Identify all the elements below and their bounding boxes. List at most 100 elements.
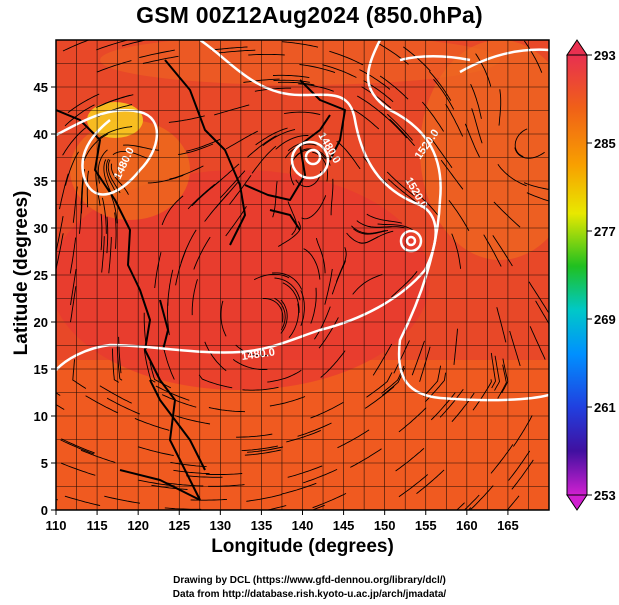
streamline	[501, 358, 509, 394]
streamline	[114, 212, 117, 249]
wind-streamlines	[56, 40, 549, 510]
streamline	[138, 446, 174, 456]
streamline	[85, 395, 118, 414]
streamline	[162, 344, 175, 380]
streamline	[241, 445, 278, 452]
streamline	[289, 152, 301, 186]
streamline	[62, 127, 87, 156]
streamline	[204, 193, 229, 222]
streamline	[523, 40, 543, 73]
streamline	[496, 307, 507, 343]
streamline	[372, 343, 393, 376]
streamline	[59, 173, 69, 210]
streamline	[351, 225, 386, 234]
y-tick-label: 35	[34, 174, 48, 189]
y-tick-label: 40	[34, 127, 48, 142]
height-contours	[56, 40, 549, 402]
y-tick-label: 25	[34, 268, 48, 283]
streamline	[100, 213, 103, 251]
streamline	[134, 417, 170, 431]
streamline	[464, 123, 481, 158]
streamline	[364, 386, 395, 409]
streamline	[303, 248, 321, 280]
streamline	[104, 495, 141, 504]
streamline	[469, 485, 494, 510]
streamline	[378, 43, 409, 65]
streamline	[220, 300, 227, 337]
colorbar-tick-label: 253	[594, 488, 616, 503]
streamline	[96, 60, 132, 73]
streamline	[471, 108, 483, 144]
streamline	[330, 178, 334, 216]
streamline	[274, 277, 301, 301]
colorbar-top-arrow	[566, 39, 588, 56]
colorbar-tick-label: 261	[594, 400, 616, 415]
streamline	[494, 355, 500, 391]
streamline	[62, 40, 91, 52]
streamline	[439, 389, 464, 418]
streamline	[56, 216, 64, 252]
colorbar: 293 285 277 269 261 253	[566, 39, 616, 511]
streamline	[310, 287, 317, 324]
streamline	[60, 439, 95, 455]
streamline	[523, 182, 549, 190]
streamline	[514, 147, 545, 159]
streamline	[361, 86, 392, 109]
streamline	[366, 372, 393, 398]
streamline	[251, 145, 277, 174]
streamline	[111, 348, 119, 383]
streamline	[387, 178, 417, 203]
streamline	[398, 474, 428, 498]
streamline	[287, 201, 297, 236]
streamline	[103, 159, 113, 195]
streamline	[359, 69, 391, 90]
streamline	[511, 459, 534, 490]
streamline	[143, 349, 156, 383]
streamline	[336, 140, 361, 170]
streamline	[168, 115, 205, 123]
streamline	[451, 392, 475, 423]
streamline	[267, 369, 302, 383]
streamline	[186, 138, 221, 152]
streamline	[322, 64, 357, 78]
streamline	[190, 498, 228, 501]
x-tick-label: 125	[168, 518, 190, 533]
x-axis-label: Longitude (degrees)	[211, 536, 394, 557]
streamline	[139, 49, 175, 59]
streamline	[472, 379, 492, 411]
streamline	[413, 190, 440, 217]
streamline	[269, 396, 306, 407]
streamline	[242, 386, 279, 391]
streamline	[161, 195, 184, 226]
y-tick-label: 10	[34, 409, 48, 424]
streamline	[161, 394, 197, 408]
streamline	[318, 317, 339, 349]
streamline	[236, 433, 273, 438]
streamline	[509, 330, 521, 367]
colorbar-tick-label: 269	[594, 312, 616, 327]
streamline	[72, 359, 87, 389]
streamline	[235, 344, 270, 357]
streamline	[277, 81, 315, 86]
streamline	[403, 46, 431, 72]
streamline	[154, 252, 162, 289]
streamline	[70, 286, 77, 323]
streamline	[287, 465, 323, 478]
streamline	[299, 64, 336, 74]
streamline	[56, 498, 58, 501]
streamline	[470, 84, 482, 119]
x-tick-label: 140	[292, 518, 314, 533]
streamline	[453, 328, 458, 365]
streamline	[315, 237, 326, 274]
streamline	[186, 475, 223, 478]
streamline	[366, 213, 402, 224]
streamline	[288, 303, 300, 338]
streamline	[389, 118, 415, 147]
streamline	[180, 229, 197, 263]
x-tick-label: 145	[333, 518, 355, 533]
streamline	[440, 159, 464, 190]
streamline	[211, 163, 240, 189]
coastlines	[56, 59, 346, 501]
streamline	[244, 449, 281, 456]
